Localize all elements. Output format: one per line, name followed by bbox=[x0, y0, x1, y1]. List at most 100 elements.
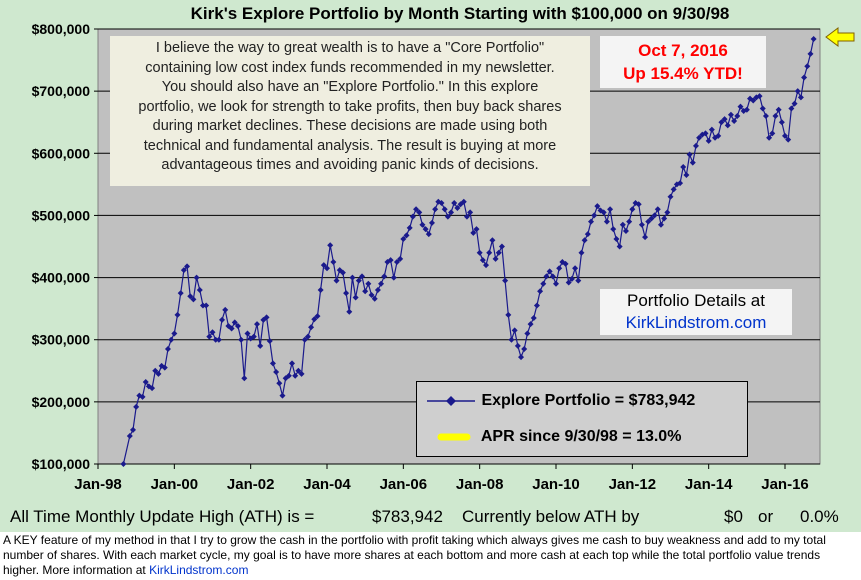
data-point bbox=[378, 280, 385, 287]
data-point bbox=[327, 242, 334, 249]
data-point bbox=[333, 277, 340, 284]
ath-label: All Time Monthly Update High (ATH) is = bbox=[10, 507, 315, 526]
data-point bbox=[762, 113, 769, 119]
data-point bbox=[470, 229, 477, 236]
footnote-link[interactable]: KirkLindstrom.com bbox=[149, 563, 249, 577]
data-point bbox=[502, 277, 509, 284]
data-point bbox=[231, 319, 238, 326]
note-line: advantageous times and avoiding panic ki… bbox=[161, 157, 539, 173]
data-point bbox=[387, 257, 394, 264]
data-point bbox=[791, 100, 798, 107]
data-point bbox=[756, 93, 763, 100]
data-point bbox=[622, 227, 629, 234]
data-point bbox=[298, 370, 305, 377]
data-point bbox=[368, 291, 375, 298]
data-point bbox=[317, 287, 324, 293]
data-point bbox=[349, 274, 356, 281]
data-point bbox=[568, 275, 575, 282]
data-point bbox=[692, 142, 699, 149]
data-point bbox=[428, 219, 435, 226]
data-point bbox=[295, 367, 302, 374]
data-point bbox=[381, 273, 388, 280]
data-point bbox=[155, 370, 162, 377]
data-point bbox=[409, 213, 416, 220]
legend-label-apr: APR since 9/30/98 = 13.0% bbox=[480, 428, 682, 446]
x-tick-label: Jan-10 bbox=[532, 476, 580, 493]
data-point bbox=[346, 308, 353, 315]
data-point bbox=[199, 302, 206, 309]
note-line: portfolio, we look for strength to take … bbox=[138, 98, 562, 115]
data-point bbox=[320, 262, 327, 269]
data-point bbox=[486, 249, 493, 256]
data-point bbox=[460, 198, 467, 205]
data-point bbox=[358, 273, 365, 280]
data-point bbox=[537, 288, 544, 295]
data-point bbox=[419, 221, 426, 228]
data-point bbox=[343, 290, 350, 297]
data-point bbox=[425, 231, 432, 238]
chart-title: Kirk's Explore Portfolio by Month Starti… bbox=[190, 4, 730, 23]
data-point bbox=[743, 106, 750, 113]
data-point bbox=[657, 221, 664, 228]
data-point bbox=[285, 372, 292, 379]
data-point bbox=[171, 330, 178, 337]
data-point bbox=[129, 426, 136, 433]
ytd-return: Up 15.4% YTD! bbox=[623, 64, 743, 83]
data-point bbox=[613, 236, 620, 243]
data-point bbox=[797, 94, 804, 101]
data-point bbox=[775, 106, 782, 113]
y-tick-label: $500,000 bbox=[32, 207, 91, 223]
data-point bbox=[759, 105, 766, 112]
data-point bbox=[304, 333, 311, 340]
data-point bbox=[209, 329, 216, 336]
data-point bbox=[400, 236, 407, 243]
data-point bbox=[664, 209, 671, 216]
footnote-text: A KEY feature of my method in that I try… bbox=[3, 533, 826, 577]
details-link[interactable]: KirkLindstrom.com bbox=[625, 313, 767, 332]
data-point bbox=[696, 134, 703, 141]
data-point bbox=[629, 206, 636, 213]
y-tick-label: $800,000 bbox=[32, 21, 91, 37]
or-text: or bbox=[758, 507, 774, 526]
data-point bbox=[339, 269, 346, 276]
data-point bbox=[667, 193, 674, 200]
data-point bbox=[587, 218, 594, 225]
data-point bbox=[578, 249, 585, 256]
data-point bbox=[715, 132, 722, 139]
data-point bbox=[149, 385, 156, 392]
data-point bbox=[505, 311, 512, 318]
data-point bbox=[174, 311, 181, 318]
data-point bbox=[648, 215, 655, 222]
data-point bbox=[553, 280, 560, 287]
below-amount: $0 bbox=[724, 507, 743, 526]
data-point bbox=[489, 237, 496, 244]
data-point bbox=[301, 336, 308, 343]
ath-bar: All Time Monthly Update High (ATH) is = … bbox=[0, 500, 861, 532]
data-point bbox=[619, 221, 626, 228]
ath-value: $783,942 bbox=[372, 507, 443, 526]
data-point bbox=[311, 316, 318, 323]
data-point bbox=[511, 327, 518, 334]
data-point bbox=[521, 346, 528, 353]
data-point bbox=[292, 372, 299, 379]
y-tick-label: $200,000 bbox=[32, 394, 91, 410]
data-point bbox=[126, 433, 133, 440]
data-point bbox=[403, 232, 410, 239]
data-point bbox=[454, 204, 461, 211]
data-point bbox=[254, 321, 261, 328]
ytd-date: Oct 7, 2016 bbox=[638, 41, 728, 60]
data-point bbox=[250, 333, 257, 340]
data-point bbox=[794, 88, 801, 95]
data-point bbox=[607, 206, 614, 213]
data-point bbox=[782, 132, 789, 139]
data-point bbox=[572, 265, 579, 272]
data-point bbox=[196, 287, 203, 293]
data-point bbox=[177, 290, 184, 297]
data-point bbox=[727, 111, 734, 118]
legend-yellow-line-icon bbox=[437, 433, 471, 441]
data-point bbox=[451, 200, 458, 206]
data-point bbox=[683, 172, 690, 179]
data-point bbox=[463, 213, 470, 220]
data-point bbox=[642, 234, 649, 241]
data-point bbox=[546, 268, 553, 275]
